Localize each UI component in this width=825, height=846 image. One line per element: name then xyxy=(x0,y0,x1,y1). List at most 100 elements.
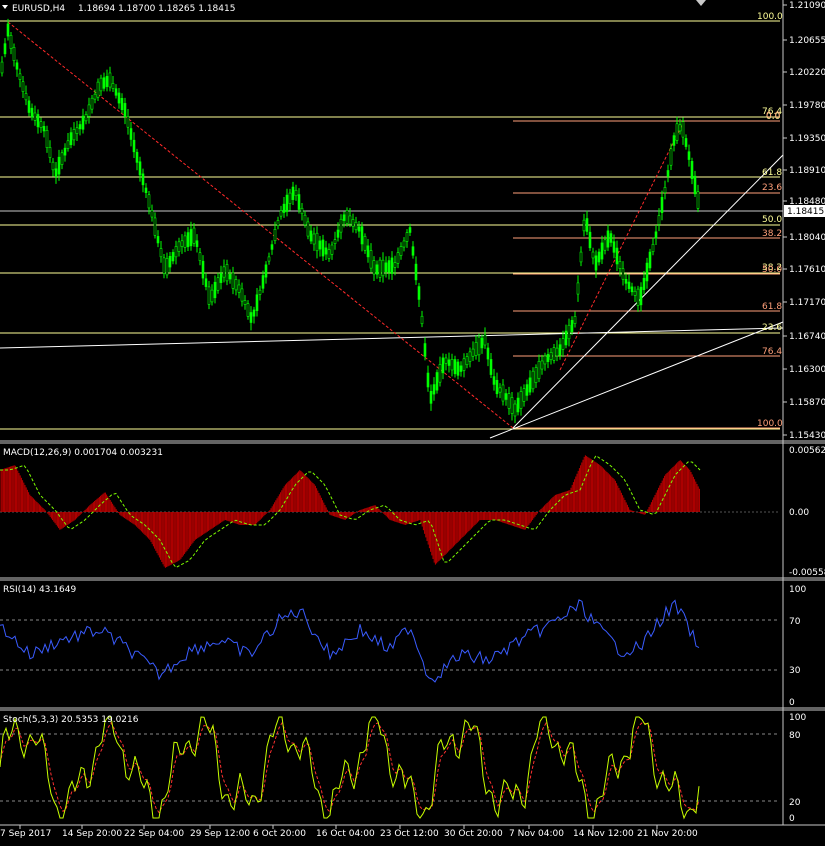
candle-body xyxy=(369,250,373,269)
price-tick-label: 1.17170 xyxy=(789,298,825,308)
candle-body xyxy=(39,121,43,128)
candle-body xyxy=(168,255,172,268)
candle-body xyxy=(684,138,688,147)
candle-body xyxy=(444,357,448,364)
candle-body xyxy=(171,252,175,262)
candle-body xyxy=(282,203,286,213)
candle-body xyxy=(45,130,49,148)
candle-body xyxy=(450,359,454,371)
candle-body xyxy=(576,282,580,295)
candle-body xyxy=(588,231,592,249)
candle-body xyxy=(42,126,46,132)
candle-body xyxy=(411,246,415,256)
candle-body xyxy=(591,251,595,259)
candle-body xyxy=(393,262,397,268)
candle-body xyxy=(108,72,112,88)
indicator-tick-label: 100 xyxy=(789,585,806,595)
candle-body xyxy=(276,220,280,226)
candle-body xyxy=(531,370,535,390)
candle-body xyxy=(579,251,583,263)
candle-body xyxy=(669,148,673,166)
candle-body xyxy=(477,336,481,356)
candle-body xyxy=(543,355,547,365)
candle-body xyxy=(246,303,250,317)
candle-body xyxy=(693,175,697,195)
candle-body xyxy=(585,218,589,232)
fib-second-label: 23.6 xyxy=(762,183,782,193)
indicator-tick-label: 80 xyxy=(789,731,801,741)
rsi-axis: 100 70 30 0 xyxy=(789,585,806,708)
candle-body xyxy=(516,397,520,413)
candle-body xyxy=(285,194,289,212)
candle-body xyxy=(381,259,385,277)
candle-body xyxy=(165,258,169,276)
candle-body xyxy=(18,73,22,80)
candle-body xyxy=(426,372,430,388)
fib-main-label: 100.0 xyxy=(757,12,783,22)
shift-marker-icon[interactable] xyxy=(696,0,706,6)
price-tick-label: 1.15870 xyxy=(789,398,825,408)
candle-body xyxy=(90,97,94,110)
indicator-tick-label: -0.00558 xyxy=(789,568,825,578)
candle-body xyxy=(60,152,64,165)
indicator-tick-label: 0 xyxy=(789,814,795,824)
candle-body xyxy=(126,116,130,128)
candle-body xyxy=(123,103,127,117)
candle-body xyxy=(657,215,661,225)
time-tick-label: 29 Sep 12:00 xyxy=(190,829,250,839)
candle-body xyxy=(231,272,235,289)
candle-body xyxy=(639,286,643,306)
candle-body xyxy=(549,352,553,360)
candle-body xyxy=(153,217,157,236)
candle-body xyxy=(309,230,313,242)
candle-body xyxy=(270,244,274,250)
candle-body xyxy=(324,247,328,255)
candle-body xyxy=(405,232,409,242)
candle-body xyxy=(606,230,610,248)
candle-body xyxy=(525,384,529,396)
candle-body xyxy=(318,240,322,250)
candle-body xyxy=(612,241,616,253)
candle-body xyxy=(96,81,100,98)
candle-body xyxy=(447,359,451,366)
candle-body xyxy=(666,170,670,177)
candle-body xyxy=(366,245,370,258)
candle-body xyxy=(351,219,355,227)
price-tick-label: 1.19780 xyxy=(789,101,825,111)
stoch-axis: 100 80 20 0 xyxy=(789,713,806,824)
candle-body xyxy=(189,229,193,247)
candle-body xyxy=(414,263,418,281)
candle-body xyxy=(0,61,4,74)
dropdown-triangle-icon[interactable] xyxy=(2,5,8,9)
indicator-tick-label: 30 xyxy=(789,666,801,676)
price-tick-label: 1.18910 xyxy=(789,166,825,176)
candle-body xyxy=(33,112,37,121)
candle-body xyxy=(672,135,676,146)
candle-body xyxy=(24,93,28,101)
candle-body xyxy=(459,365,463,372)
indicator-tick-label: 0.00562 xyxy=(789,446,825,456)
current-price-box xyxy=(784,205,825,217)
fib-second-label: 100.0 xyxy=(757,419,783,429)
candle-body xyxy=(93,93,97,100)
candle-body xyxy=(507,393,511,409)
chart-header: EURUSD,H4 1.18694 1.18700 1.18265 1.1841… xyxy=(2,0,706,14)
symbol-label: EURUSD,H4 xyxy=(12,4,65,14)
candle-body xyxy=(621,268,625,280)
candle-body xyxy=(462,358,466,371)
price-candles xyxy=(0,18,700,424)
candle-body xyxy=(384,262,388,272)
candle-body xyxy=(492,376,496,385)
candle-body xyxy=(132,139,136,153)
candle-body xyxy=(528,377,532,393)
candle-body xyxy=(84,114,88,122)
candle-body xyxy=(408,227,412,233)
candle-body xyxy=(279,210,283,217)
candle-body xyxy=(552,347,556,361)
candle-body xyxy=(540,360,544,370)
candle-body xyxy=(483,334,487,346)
candle-body xyxy=(600,242,604,260)
candle-body xyxy=(627,281,631,289)
candle-body xyxy=(567,324,571,340)
